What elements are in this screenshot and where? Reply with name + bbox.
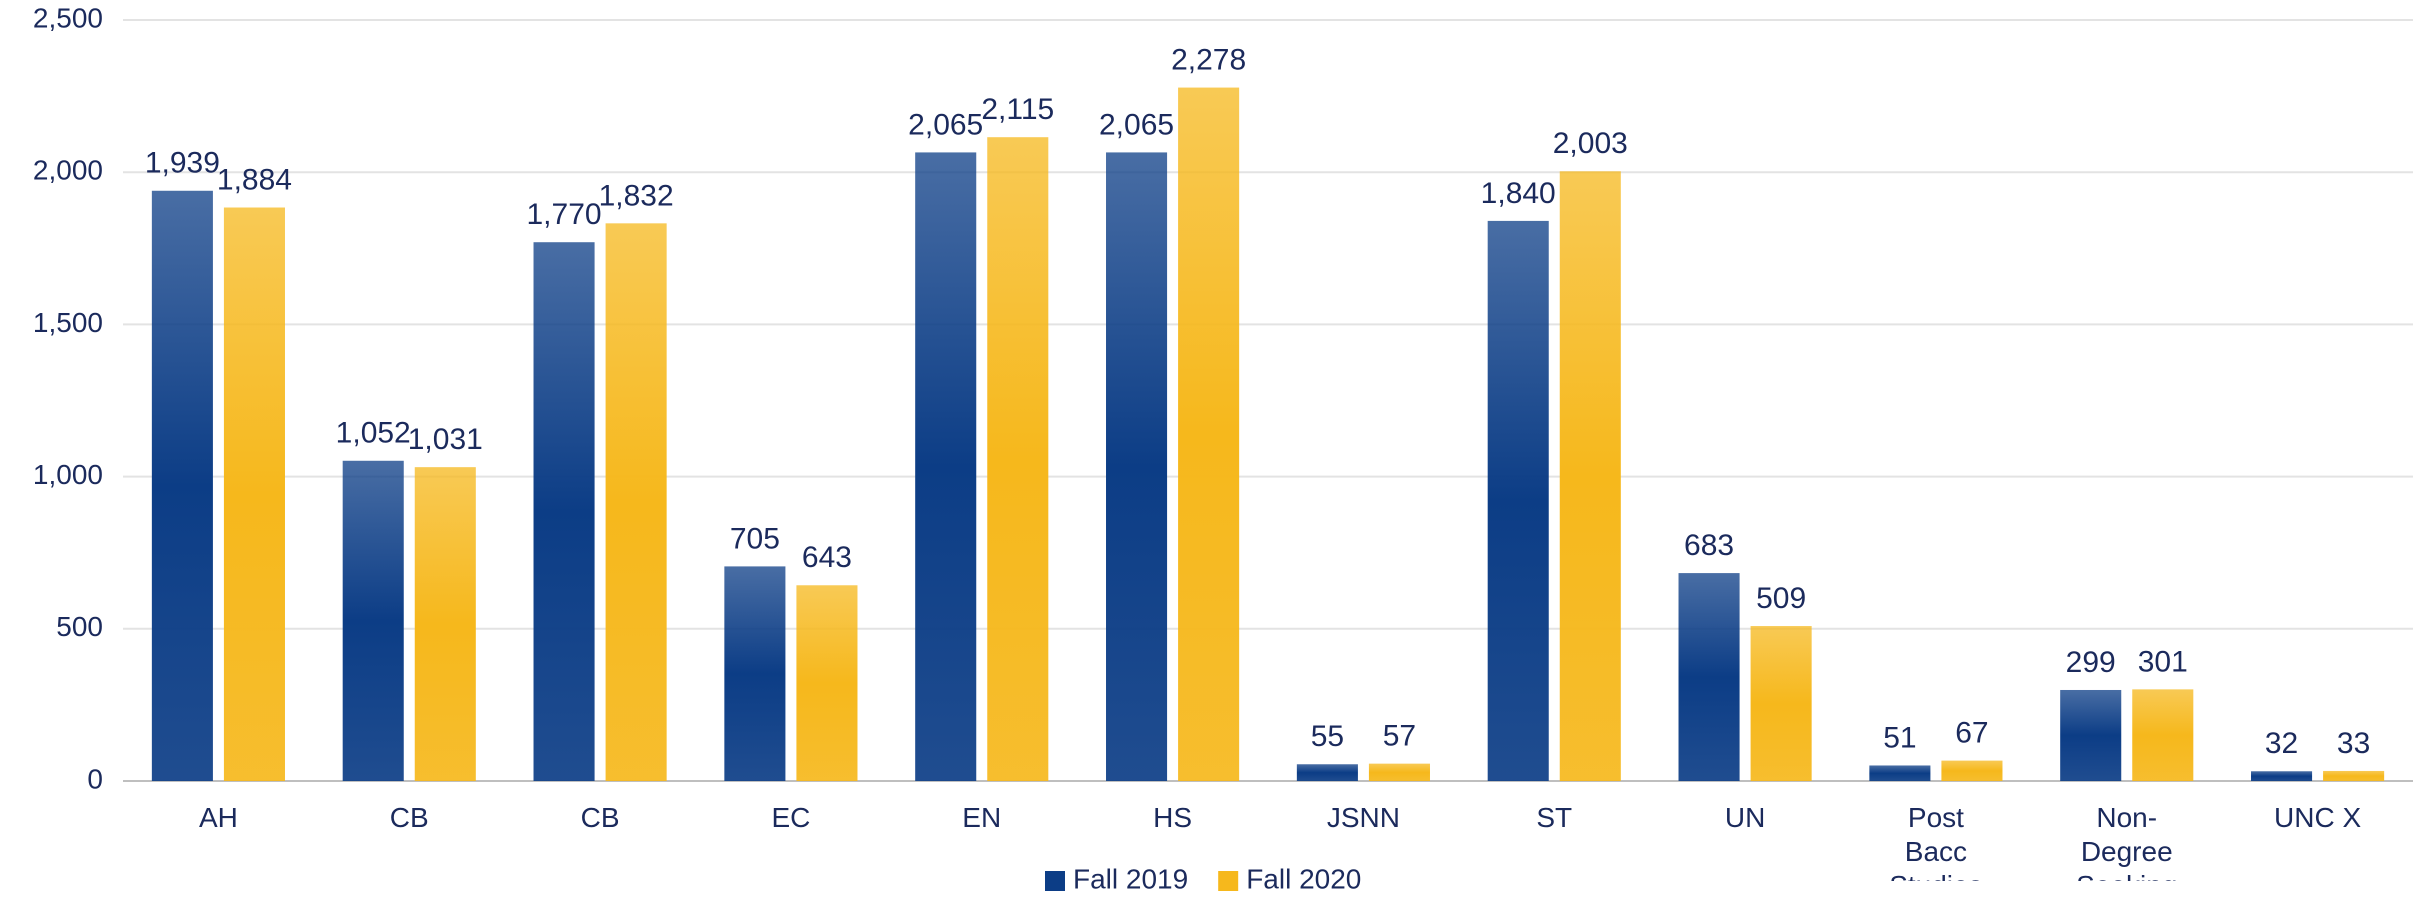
x-tick-label-box: CB [580, 802, 620, 833]
x-tick-label: UNC X [2274, 802, 2362, 833]
x-tick-label-box: HS [1153, 802, 1193, 833]
x-tick-label: JSNN [1326, 802, 1400, 833]
data-label: 2,115 [981, 93, 1054, 126]
x-tick-label-box: UN [1724, 802, 1766, 833]
data-label: 1,031 [408, 423, 483, 456]
data-label: 1,052 [336, 417, 411, 450]
x-tick-label-box: Post Bacc Studies [1889, 802, 1982, 881]
bar [1559, 171, 1621, 781]
bar [605, 223, 667, 781]
data-label: 643 [802, 541, 852, 574]
bar [533, 242, 595, 781]
y-tick-label: 1,000 [33, 459, 103, 490]
bar [724, 566, 786, 781]
bar [2132, 689, 2194, 781]
x-tick-label: ST [1536, 802, 1573, 833]
y-tick-label: 2,000 [33, 155, 103, 186]
bar [1487, 220, 1549, 782]
y-tick-label: 0 [87, 763, 103, 794]
data-label: 1,840 [1481, 177, 1556, 210]
x-tick-label: AH [198, 802, 238, 833]
data-label: 32 [2265, 727, 2298, 760]
bar [915, 152, 977, 781]
data-label: 33 [2337, 727, 2370, 760]
data-label: 2,278 [1171, 43, 1246, 76]
legend-label: Fall 2019 [1073, 863, 1188, 894]
y-tick-label: 1,500 [33, 307, 103, 338]
data-label: 1,832 [599, 179, 674, 212]
legend-swatch [1045, 871, 1065, 891]
x-tick-label: HS [1153, 802, 1193, 833]
legend-label: Fall 2020 [1246, 863, 1361, 894]
x-tick-label: UN [1724, 802, 1766, 833]
x-tick-label-box: ST [1536, 802, 1573, 833]
x-tick-label-box: JSNN [1326, 802, 1400, 833]
bar [2060, 689, 2122, 781]
bar [1368, 763, 1430, 781]
bar [1750, 626, 1812, 781]
x-tick-label: CB [389, 802, 429, 833]
bar [1678, 573, 1740, 781]
x-tick-label: EC [771, 802, 811, 833]
bar [1178, 87, 1240, 782]
bar [2323, 770, 2385, 781]
data-label: 2,003 [1553, 127, 1628, 160]
data-label: 57 [1383, 720, 1416, 753]
bar [1941, 760, 2003, 781]
x-tick-label-box: AH [198, 802, 238, 833]
x-tick-label: Post Bacc Studies [1889, 802, 1982, 881]
bar [223, 207, 285, 782]
bar [342, 460, 404, 781]
data-label: 509 [1756, 582, 1806, 615]
bar [151, 190, 213, 781]
data-label: 55 [1311, 720, 1344, 753]
x-tick-label-box: EC [771, 802, 811, 833]
x-tick-label: Non-Degree Seeking [2076, 802, 2177, 881]
data-label: 1,939 [145, 147, 220, 180]
data-label: 1,770 [527, 198, 602, 231]
bar [1296, 764, 1358, 781]
data-label: 51 [1883, 721, 1916, 754]
bar [987, 137, 1049, 782]
y-tick-label: 2,500 [33, 2, 103, 33]
bar [2251, 771, 2313, 781]
x-tick-label-box: Non-Degree Seeking [2076, 802, 2177, 881]
data-label: 67 [1955, 717, 1988, 750]
bar [1106, 152, 1168, 781]
bar [1869, 765, 1931, 781]
y-tick-label: 500 [56, 611, 103, 642]
x-tick-label-box: CB [389, 802, 429, 833]
data-label: 301 [2138, 645, 2188, 678]
bar [414, 467, 476, 781]
x-tick-label: EN [962, 802, 1002, 833]
data-label: 299 [2066, 646, 2116, 679]
data-label: 1,884 [217, 163, 292, 196]
bar [796, 585, 858, 781]
x-tick-label-box: UNC X [2274, 802, 2362, 833]
data-label: 2,065 [908, 108, 983, 141]
x-tick-label: CB [580, 802, 620, 833]
data-label: 2,065 [1099, 108, 1174, 141]
x-tick-label-box: EN [962, 802, 1002, 833]
data-label: 683 [1684, 529, 1734, 562]
legend-swatch [1218, 871, 1239, 891]
data-label: 705 [730, 522, 780, 555]
